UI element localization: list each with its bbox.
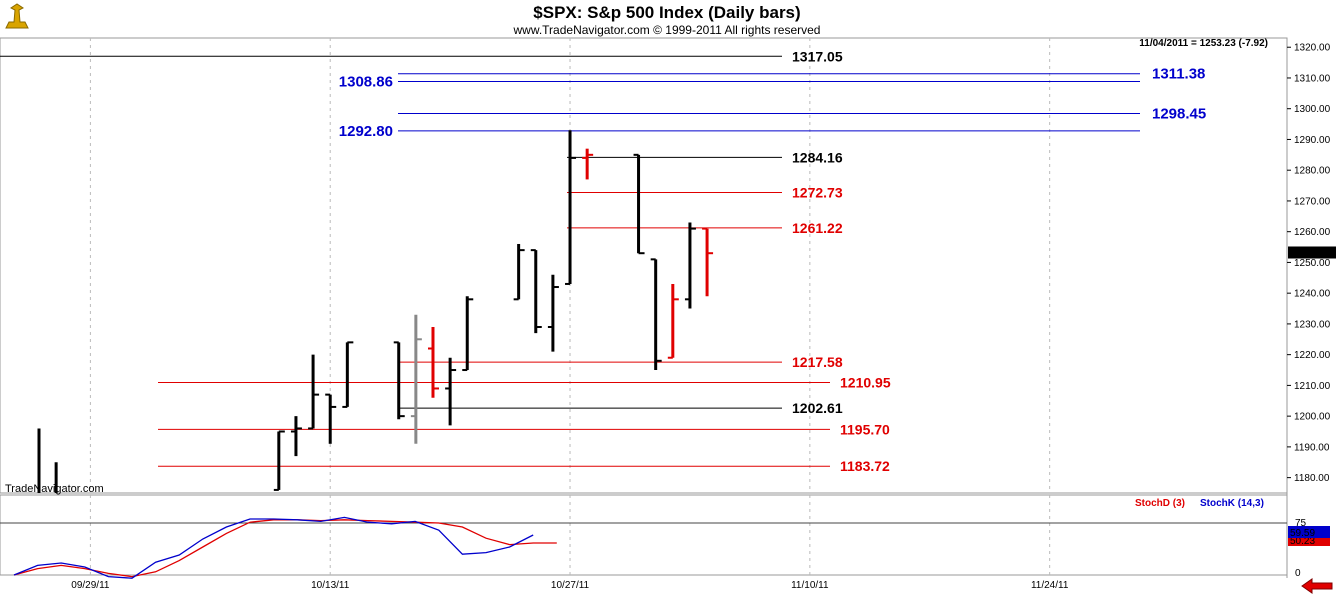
level-label: 1308.86 bbox=[339, 73, 393, 90]
y-tick-label: 1180.00 bbox=[1294, 473, 1330, 484]
ohlc-bar bbox=[342, 341, 354, 408]
stoch-tick-label: 75 bbox=[1295, 518, 1307, 529]
level-label: 1284.16 bbox=[792, 149, 843, 165]
x-tick-label: 10/27/11 bbox=[551, 580, 590, 591]
y-tick-label: 1200.00 bbox=[1294, 412, 1331, 423]
level-label: 1202.61 bbox=[792, 400, 843, 416]
ohlc-bar bbox=[513, 243, 525, 301]
stoch-last-label: 50.23 bbox=[1290, 536, 1315, 547]
stoch-tick-label: 0 bbox=[1295, 568, 1301, 579]
y-tick-label: 1210.00 bbox=[1294, 381, 1331, 392]
ohlc-bar bbox=[582, 148, 594, 180]
y-tick-label: 1290.00 bbox=[1294, 135, 1331, 146]
level-label: 1317.05 bbox=[792, 48, 843, 64]
stoch-last-tag bbox=[1288, 526, 1330, 538]
ohlc-bar bbox=[290, 416, 302, 457]
level-label: 1261.22 bbox=[792, 220, 843, 236]
y-tick-label: 1300.00 bbox=[1294, 104, 1331, 115]
y-tick-label: 1190.00 bbox=[1294, 442, 1330, 453]
y-tick-label: 1280.00 bbox=[1294, 166, 1331, 177]
y-tick-label: 1320.00 bbox=[1294, 43, 1331, 54]
price-readout: 11/04/2011 = 1253.23 (-7.92) bbox=[1139, 38, 1268, 49]
last-price-tag bbox=[1288, 246, 1336, 259]
y-tick-label: 1270.00 bbox=[1294, 196, 1331, 207]
ohlc-bar bbox=[427, 326, 439, 398]
level-label: 1210.95 bbox=[840, 374, 891, 390]
level-label: 1311.38 bbox=[1152, 66, 1205, 83]
level-label: 1195.70 bbox=[840, 421, 890, 437]
level-label: 1292.80 bbox=[339, 123, 393, 140]
ohlc-bar bbox=[565, 130, 577, 285]
price-panel bbox=[0, 37, 1288, 494]
watermark: TradeNavigator.com bbox=[5, 483, 104, 495]
ohlc-bar bbox=[667, 283, 679, 359]
level-label: 1298.45 bbox=[1152, 105, 1206, 122]
ohlc-bar bbox=[684, 222, 696, 309]
x-tick-label: 11/10/11 bbox=[791, 580, 829, 591]
y-tick-label: 1260.00 bbox=[1294, 227, 1331, 238]
ohlc-bar bbox=[393, 341, 405, 420]
y-tick-label: 1220.00 bbox=[1294, 350, 1331, 361]
y-tick-label: 1310.00 bbox=[1294, 73, 1331, 84]
x-tick-label: 09/29/11 bbox=[71, 580, 110, 591]
x-tick-label: 11/24/11 bbox=[1031, 580, 1069, 591]
ohlc-bar bbox=[308, 354, 320, 430]
level-label: 1183.72 bbox=[840, 458, 890, 474]
chart-title: $SPX: S&p 500 Index (Daily bars) bbox=[533, 3, 800, 22]
ohlc-bar bbox=[530, 249, 542, 334]
ohlc-bar bbox=[462, 296, 474, 372]
x-tick-label: 10/13/11 bbox=[311, 580, 350, 591]
ohlc-bar bbox=[547, 274, 559, 352]
chart-subtitle: www.TradeNavigator.com © 1999-2011 All r… bbox=[513, 23, 821, 37]
ohlc-bar bbox=[702, 227, 714, 297]
ohlc-bar bbox=[633, 153, 645, 255]
stochastic-panel bbox=[0, 494, 1288, 576]
level-label: 1272.73 bbox=[792, 185, 843, 201]
y-tick-label: 1240.00 bbox=[1294, 289, 1331, 300]
y-tick-label: 1250.00 bbox=[1294, 258, 1331, 269]
ohlc-bar bbox=[410, 314, 422, 444]
ohlc-bar bbox=[445, 357, 457, 426]
legend-stoch-k: StochK (14,3) bbox=[1200, 498, 1264, 509]
stoch-d-line bbox=[13, 519, 557, 578]
stoch-k-line bbox=[13, 516, 534, 579]
legend-stoch-d: StochD (3) bbox=[1135, 498, 1185, 509]
stoch-last-label: 59.59 bbox=[1290, 528, 1315, 539]
ohlc-bar bbox=[325, 393, 337, 444]
level-label: 1217.58 bbox=[792, 354, 843, 370]
logo-icon bbox=[3, 3, 31, 32]
ohlc-bar bbox=[273, 430, 285, 491]
ohlc-bar bbox=[650, 258, 662, 371]
y-tick-label: 1230.00 bbox=[1294, 319, 1331, 330]
scroll-right-arrow-icon[interactable] bbox=[1298, 578, 1336, 594]
last-price-label: 1253.23 bbox=[1290, 248, 1327, 259]
